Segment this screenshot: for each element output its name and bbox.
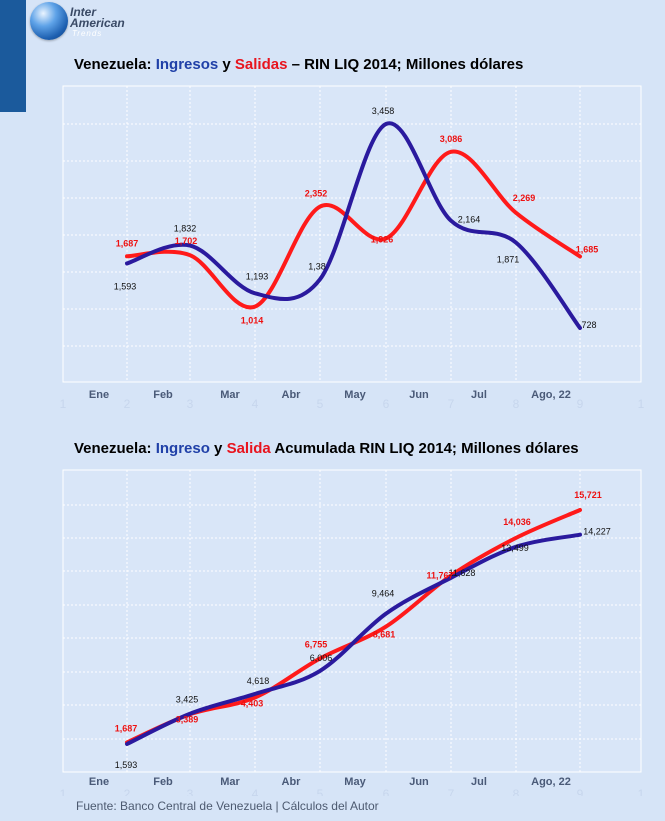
- chart1-title-series2: Salidas: [234, 56, 288, 73]
- chart2-label-ingreso-0: 1,593: [115, 760, 138, 770]
- chart1-month-label-5: Jun: [409, 389, 429, 401]
- chart2-month-label-1: Feb: [153, 776, 173, 788]
- chart1-x-index-5: 6: [383, 397, 390, 411]
- chart1-x-index-8: 9: [577, 397, 584, 411]
- chart2-month-label-7: Ago, 22: [531, 776, 571, 788]
- chart2-title: Venezuela: Ingreso y Salida Acumulada RI…: [74, 440, 579, 457]
- logo-line3: Trends: [72, 29, 103, 38]
- chart1-x-index-4: 5: [317, 397, 324, 411]
- chart2-label-salida-5: 11,767: [426, 570, 453, 580]
- chart1-label-salida-0: 1,687: [116, 238, 139, 248]
- chart2-label-salida-1: 3,389: [176, 714, 199, 724]
- chart2-x-index-0: 1: [60, 787, 67, 796]
- chart2-label-ingreso-5: 11,628: [449, 568, 476, 578]
- chart2-label-salida-3: 6,755: [305, 640, 328, 650]
- logo-line2: American: [70, 16, 125, 30]
- chart1-month-label-7: Ago, 22: [531, 389, 571, 401]
- inter-american-trends-logo: Inter American Trends: [30, 2, 170, 44]
- chart2-line-plot: 1 2 3 4 5 6 7 8 9 1 Ene Feb Mar Abr May Jun Jul Ago, 22 1,…: [60, 469, 645, 796]
- chart2-x-index-5: 6: [383, 787, 390, 796]
- chart1-label-salida-4: 1,926: [371, 234, 394, 244]
- chart1-title-mid: y: [218, 56, 235, 73]
- globe-icon: [30, 2, 68, 40]
- chart2-label-salida-4: 8,681: [373, 630, 396, 640]
- chart1-label-salida-3: 2,352: [305, 189, 328, 199]
- chart2-x-index-9: 1: [638, 787, 645, 796]
- chart1-series-salida-line: [125, 149, 582, 310]
- logo-line1: Inter: [70, 5, 97, 19]
- chart1-x-index-2: 3: [187, 397, 194, 411]
- chart2-label-salida-7: 15,721: [574, 490, 602, 500]
- chart1-x-index-6: 7: [448, 397, 455, 411]
- chart1-label-ingreso-7: 728: [581, 320, 596, 330]
- chart2-label-ingreso-2: 4,618: [247, 676, 270, 686]
- chart2-x-index-6: 7: [448, 787, 455, 796]
- side-accent-bar: [0, 0, 26, 112]
- chart2-label-salida-2: 4,403: [241, 698, 264, 708]
- chart1-title: Venezuela: Ingresos y Salidas – RIN LIQ …: [74, 56, 523, 73]
- chart1-month-label-1: Feb: [153, 389, 173, 401]
- chart2-title-mid: y: [209, 440, 227, 457]
- chart1-label-ingreso-5: 2,164: [458, 215, 481, 225]
- chart1-month-label-3: Abr: [282, 389, 302, 401]
- chart1-x-index-0: 1: [60, 397, 67, 411]
- chart1-line-plot: 1 2 3 4 5 6 7 8 9 1 Ene Feb Mar Abr May Jun Jul Ago, 22 1,…: [60, 85, 645, 411]
- chart2-x-index-7: 8: [513, 787, 520, 796]
- chart2-label-ingreso-4: 9,464: [372, 589, 395, 599]
- chart1-label-ingreso-6: 1,871: [497, 255, 520, 265]
- chart2-label-ingreso-7: 14,227: [583, 527, 611, 537]
- chart2-month-label-3: Abr: [282, 776, 302, 788]
- chart2-series-ingreso-line: [125, 532, 582, 746]
- source-footer: Fuente: Banco Central de Venezuela | Cál…: [76, 799, 379, 813]
- chart2-month-label-4: May: [344, 776, 366, 788]
- chart1-series-ingreso-line: [125, 121, 582, 330]
- chart2-label-salida-6: 14,036: [503, 517, 531, 527]
- chart1-title-suffix: – RIN LIQ 2014; Millones dólares: [287, 56, 524, 73]
- chart2-label-ingreso-3: 6,006: [310, 653, 333, 663]
- chart2-title-series2: Salida: [226, 440, 271, 457]
- chart1-label-salida-1: 1,702: [175, 236, 198, 246]
- chart1-label-salida-6: 2,269: [513, 193, 536, 203]
- chart1-label-ingreso-0: 1,593: [114, 281, 137, 291]
- chart1-x-index-1: 2: [124, 397, 131, 411]
- chart2-month-label-5: Jun: [409, 776, 429, 788]
- chart2-title-series1: Ingreso: [155, 440, 210, 457]
- chart1-month-label-4: May: [344, 389, 366, 401]
- chart1-plot-area: [62, 85, 642, 383]
- chart2-x-index-1: 2: [124, 787, 131, 796]
- chart2-x-index-3: 4: [252, 787, 259, 796]
- chart2-x-index-4: 5: [317, 787, 324, 796]
- chart1-label-ingreso-3: 1,38: [308, 261, 326, 271]
- chart1-label-ingreso-2: 1,193: [246, 271, 269, 281]
- chart2-month-label-6: Jul: [471, 776, 487, 788]
- chart2-plot-area: [62, 469, 642, 773]
- chart1-x-index-7: 8: [513, 397, 520, 411]
- chart1-x-index-9: 1: [638, 397, 645, 411]
- chart1-x-index-3: 4: [252, 397, 259, 411]
- chart2-label-salida-0: 1,687: [115, 723, 138, 733]
- chart2-month-label-0: Ene: [89, 776, 109, 788]
- chart2-title-suffix: Acumulada RIN LIQ 2014; Millones dólares: [270, 440, 579, 457]
- chart1-title-series1: Ingresos: [155, 56, 219, 73]
- chart1-label-salida-7: 1,685: [576, 244, 599, 254]
- chart2-x-index-2: 3: [187, 787, 194, 796]
- chart1-label-salida-5: 3,086: [440, 134, 463, 144]
- chart2-label-ingreso-1: 3,425: [176, 695, 199, 705]
- chart1-label-salida-2: 1,014: [241, 316, 264, 326]
- chart1-month-label-6: Jul: [471, 389, 487, 401]
- chart1-label-ingreso-1: 1,832: [174, 224, 197, 234]
- chart2-month-label-2: Mar: [220, 776, 240, 788]
- chart1-title-prefix: Venezuela:: [74, 56, 156, 73]
- chart1-month-label-0: Ene: [89, 389, 109, 401]
- chart2-x-index-8: 9: [577, 787, 584, 796]
- chart1-month-label-2: Mar: [220, 389, 240, 401]
- chart1-label-ingreso-4: 3,458: [372, 106, 395, 116]
- chart2-label-ingreso-6: 13,499: [501, 543, 529, 553]
- chart2-title-prefix: Venezuela:: [74, 440, 156, 457]
